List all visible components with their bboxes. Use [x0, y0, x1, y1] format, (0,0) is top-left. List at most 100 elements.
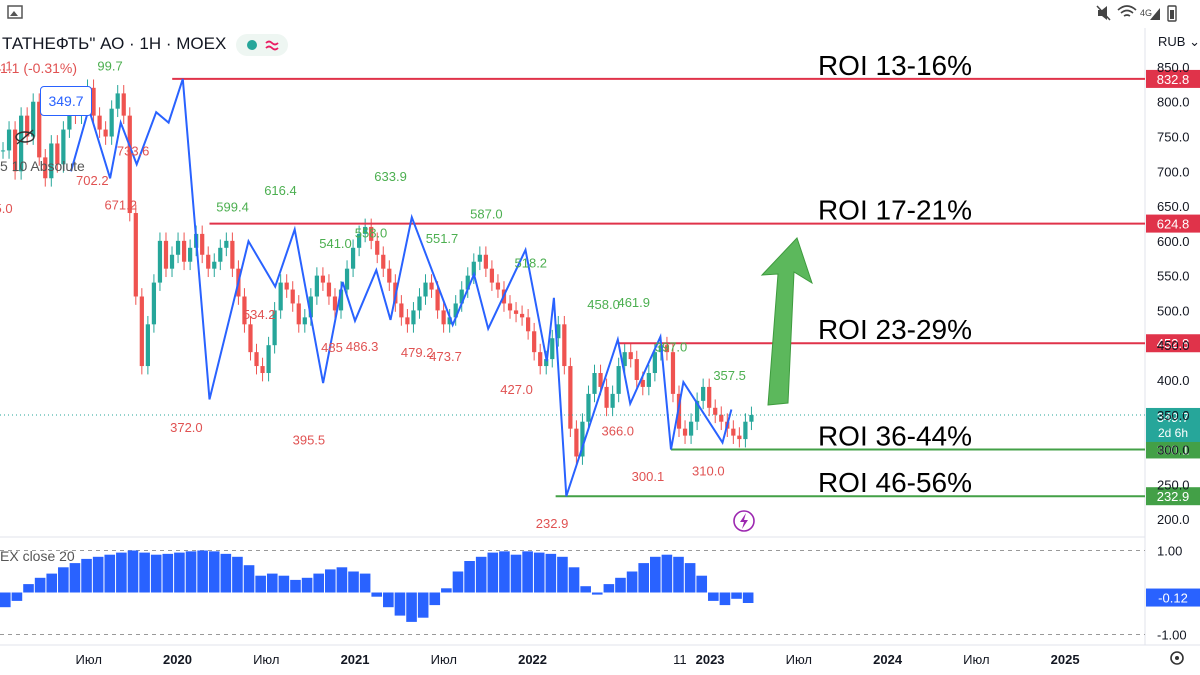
oscillator-label[interactable]: EX close 20: [0, 548, 75, 564]
oscillator-bar: [81, 558, 92, 593]
gallery-icon: [7, 5, 23, 19]
candle-body: [719, 414, 724, 422]
indicator-label[interactable]: 5 10 Absolute: [0, 158, 85, 174]
oscillator-bar: [557, 556, 568, 593]
level-price-tag: [1146, 214, 1200, 233]
x-tick-label: 11: [673, 652, 687, 667]
candle-body: [701, 386, 706, 401]
candle-body: [562, 324, 567, 367]
wifi-icon: [1117, 5, 1137, 17]
x-tick-label: 2023: [696, 652, 725, 667]
candle-body: [218, 247, 223, 262]
oscillator-bar: [185, 551, 197, 593]
x-tick-label: Июл: [253, 652, 279, 667]
last-price-box[interactable]: 349.7: [40, 86, 92, 116]
currency-selector[interactable]: RUB ⌄: [1158, 34, 1200, 50]
pivot-label: 1.1: [0, 58, 13, 73]
candle-body: [495, 282, 501, 290]
candle-body: [115, 93, 120, 109]
candle-body: [254, 352, 259, 367]
candle-body: [103, 129, 108, 137]
indicator-toggle[interactable]: [236, 34, 288, 56]
oscillator-bar: [69, 563, 81, 593]
candle-body: [133, 213, 138, 297]
candle-body: [151, 282, 157, 325]
pivot-label: 99.7: [97, 58, 122, 73]
candle-body: [381, 254, 386, 269]
oscillator-bar: [615, 577, 626, 593]
pivot-label: 372.0: [170, 420, 203, 435]
pivot-label: 733.6: [117, 143, 150, 158]
candle-body: [248, 324, 253, 353]
candle-body: [532, 331, 537, 353]
eye-outline: [15, 131, 35, 143]
pivot-label: 486.3: [346, 339, 379, 354]
candle-body: [640, 379, 645, 387]
oscillator-bar: [266, 573, 278, 593]
candle-body: [369, 226, 374, 241]
level-price-label: 232.9: [1157, 489, 1190, 504]
candle-body: [664, 345, 670, 353]
oscillator-bar: [394, 592, 406, 616]
candle-body: [550, 338, 555, 360]
candle-body: [332, 296, 338, 311]
candle-body: [622, 352, 627, 367]
candle-body: [320, 275, 326, 283]
candle-body: [556, 324, 561, 339]
status-dot-icon: [247, 40, 257, 50]
candle-body: [12, 129, 18, 172]
lightning-bolt: [740, 513, 748, 529]
x-tick-label: 2020: [163, 652, 192, 667]
oscillator-bar: [0, 592, 11, 608]
oscillator-bar: [568, 567, 580, 593]
lightning-icon[interactable]: [733, 510, 755, 532]
candle-body: [453, 303, 458, 318]
candle-body: [707, 386, 712, 408]
oscillator-value-tag: [1146, 588, 1200, 607]
oscillator-bar: [522, 551, 533, 593]
x-tick-label: Июл: [963, 652, 989, 667]
symbol-title[interactable]: ТАТНЕФТЬ" АО · 1Н · MOEX: [2, 34, 227, 53]
candle-body: [586, 393, 591, 422]
candle-body: [230, 240, 235, 269]
x-tick-label: 2022: [518, 652, 547, 667]
roi-annotation: ROI 23-29%: [818, 314, 972, 345]
candle-body: [67, 108, 72, 130]
pivot-label: 5.0: [0, 201, 13, 216]
oscillator-bar: [313, 573, 324, 593]
pivot-label: 633.9: [374, 169, 407, 184]
settings-gear-icon[interactable]: [1170, 651, 1184, 665]
candle-body: [284, 282, 289, 290]
x-tick-label: 2021: [341, 652, 370, 667]
oscillator-tick-label: -1.00: [1157, 628, 1187, 643]
y-tick-label: 200.0: [1157, 512, 1190, 527]
candle-body: [688, 421, 694, 436]
oscillator-bar: [348, 571, 359, 593]
oscillator-bar: [626, 571, 638, 593]
candle-body: [387, 268, 392, 283]
candle-body: [598, 373, 603, 387]
level-price-tag: [1146, 334, 1200, 353]
candle-body: [670, 352, 676, 394]
oscillator-bar: [336, 567, 348, 593]
candle-body: [357, 233, 362, 248]
level-price-label: 300.1: [1157, 442, 1190, 457]
y-tick-label: 850.0: [1157, 60, 1190, 75]
y-tick-label: 450.0: [1157, 338, 1190, 353]
arrow-shape: [760, 237, 813, 406]
hide-indicator-icon[interactable]: [15, 129, 35, 145]
candle-body: [465, 275, 470, 290]
candle-body: [175, 240, 181, 255]
oscillator-bar: [510, 554, 522, 593]
candle-body: [290, 289, 295, 304]
oscillator-bar: [23, 584, 34, 593]
candle-body: [37, 101, 42, 158]
candle-body: [604, 386, 609, 408]
candle-body: [25, 115, 30, 137]
oscillator-bar: [417, 592, 429, 618]
oscillator-bar: [220, 553, 232, 593]
level-price-label: 452.8: [1157, 336, 1190, 351]
oscillator-bar: [371, 592, 383, 597]
candle-body: [483, 254, 488, 269]
